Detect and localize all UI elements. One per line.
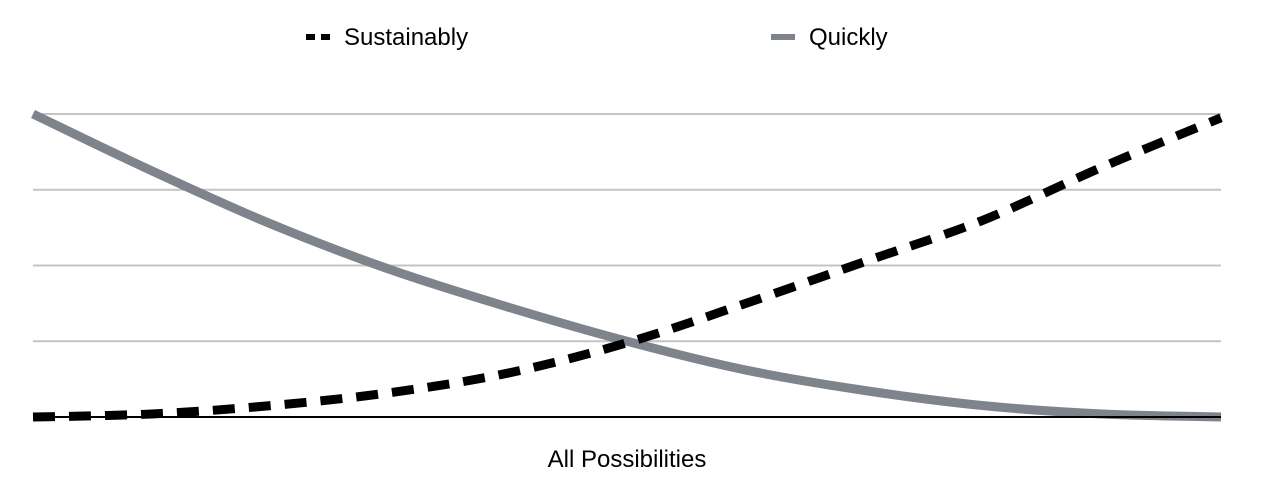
series-line-quickly <box>31 109 1222 422</box>
legend-label-quickly: Quickly <box>809 24 888 51</box>
series-line-sustainably <box>32 113 1223 422</box>
grid-lines <box>33 113 1221 343</box>
chart-legend: Sustainably Quickly <box>306 24 888 51</box>
series-lines <box>31 109 1223 422</box>
x-axis-title: All Possibilities <box>548 446 707 473</box>
legend-label-sustainably: Sustainably <box>344 24 468 51</box>
